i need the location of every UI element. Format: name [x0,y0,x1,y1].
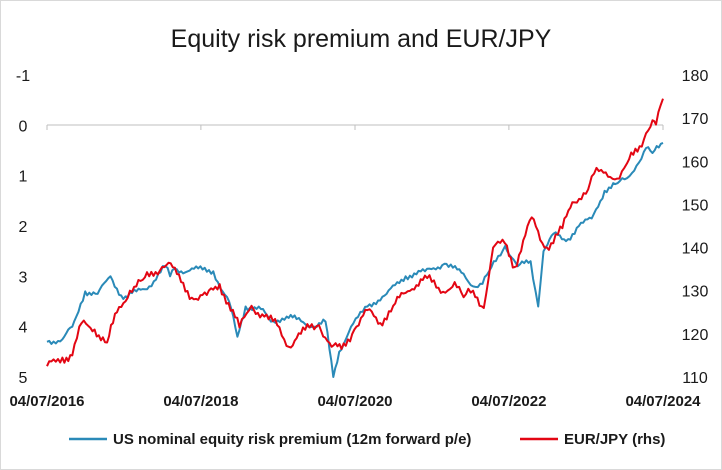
x-tick-label: 04/07/2022 [471,393,546,410]
y-right-tick-label: 150 [682,197,709,214]
y-right-tick-label: 170 [682,111,709,128]
y-left-tick-label: 2 [19,219,28,236]
x-tick-label: 04/07/2018 [163,393,238,410]
y-left-tick-label: 5 [19,370,28,387]
series-line-eur-jpy [46,98,664,367]
axes: -1 0 1 2 3 4 5 180 170 160 150 140 130 120 110 04/07/20… [9,68,708,410]
x-tick-label: 04/07/2024 [625,393,701,410]
y-right-tick-label: 160 [682,154,709,171]
y-left-tick-label: -1 [16,68,30,85]
y-left-tick-label: 1 [19,169,28,186]
y-right-tick-label: 110 [682,370,708,387]
series-line-equity-risk-premium [46,141,664,378]
y-right-tick-label: 180 [682,68,709,85]
legend: US nominal equity risk premium (12m forw… [69,431,665,448]
y-right-tick-label: 130 [682,284,709,301]
legend-label: US nominal equity risk premium (12m forw… [113,431,471,448]
y-left-tick-label: 3 [19,269,28,286]
x-tick-label: 04/07/2020 [317,393,392,410]
y-left-tick-label: 4 [19,320,28,337]
legend-label: EUR/JPY (rhs) [564,431,665,448]
y-right-tick-label: 140 [682,241,709,258]
y-left-tick-label: 0 [19,118,28,135]
x-tick-label: 04/07/2016 [9,393,84,410]
series-layer [46,98,664,378]
chart-title: Equity risk premium and EUR/JPY [171,25,552,53]
y-right-tick-label: 120 [682,327,709,344]
